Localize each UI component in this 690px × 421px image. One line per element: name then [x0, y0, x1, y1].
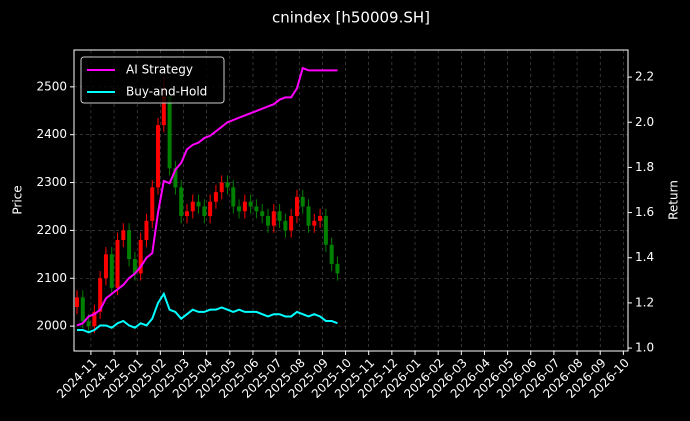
candle-body	[121, 230, 126, 240]
candle-body	[196, 201, 201, 207]
candle-body	[213, 192, 218, 202]
candle-body	[225, 182, 230, 188]
candle-body	[329, 244, 334, 264]
y2-tick-label: 2.2	[635, 70, 654, 84]
candle-body	[242, 201, 247, 212]
candle-body	[266, 216, 271, 226]
candle-body	[167, 96, 172, 169]
y-tick-label: 2200	[36, 223, 67, 237]
candle-body	[294, 196, 299, 217]
candle-body	[231, 187, 236, 207]
y2-axis-label: Return	[667, 180, 681, 220]
y-tick-label: 2500	[36, 79, 67, 93]
y-tick-label: 2300	[36, 175, 67, 189]
candle-body	[306, 206, 311, 226]
plot-frame	[73, 49, 629, 352]
candle-body	[208, 201, 213, 217]
legend-box	[80, 56, 225, 104]
candle-body	[277, 211, 282, 221]
candle-body	[312, 220, 317, 226]
candle-body	[260, 211, 265, 217]
y2-tick-label: 2.0	[635, 115, 654, 129]
chart-title: cnindex [h50009.SH]	[272, 9, 430, 27]
candle-body	[138, 239, 143, 274]
candle-body	[109, 254, 114, 288]
candle-body	[190, 201, 195, 212]
y2-tick-label: 1.0	[635, 341, 654, 355]
y2-tick-label: 1.4	[635, 250, 654, 264]
candle-body	[300, 196, 305, 207]
candle-body	[318, 216, 323, 221]
y-tick-label: 2100	[36, 271, 67, 285]
candle-body	[86, 321, 91, 327]
line-series	[77, 291, 338, 334]
candle-body	[103, 254, 108, 279]
candle-body	[283, 220, 288, 231]
line-series	[76, 66, 338, 327]
candle-body	[144, 220, 149, 240]
candle-body	[150, 187, 155, 221]
y2-tick-label: 1.2	[635, 295, 654, 309]
candle-body	[202, 206, 207, 217]
candle-body	[289, 216, 294, 231]
legend-label: AI Strategy	[126, 63, 193, 77]
legend-label: Buy-and-Hold	[126, 85, 207, 99]
candle-body	[173, 168, 178, 188]
y2-tick-label: 1.8	[635, 160, 654, 174]
y-axis-label: Price	[11, 185, 25, 214]
candle-body	[161, 96, 166, 126]
candle-body	[127, 230, 132, 260]
candle-body	[271, 211, 276, 226]
candle-body	[335, 263, 340, 274]
candle-body	[156, 125, 161, 188]
candle-body	[248, 201, 253, 207]
candle-body	[92, 311, 97, 327]
legend: AI Strategy Buy-and-Hold	[80, 56, 225, 104]
candle-body	[98, 278, 103, 312]
candle-body	[179, 187, 184, 217]
candle-body	[80, 297, 85, 322]
y-tick-label: 2400	[36, 127, 67, 141]
candle-body	[75, 297, 80, 307]
y2-tick-label: 1.6	[635, 205, 654, 219]
candle-body	[254, 206, 259, 212]
y-tick-label: 2000	[36, 319, 67, 333]
candle-body	[115, 239, 120, 288]
candle-body	[323, 216, 328, 245]
candle-body	[184, 211, 189, 217]
candle-body	[237, 206, 242, 212]
candle-body	[219, 182, 224, 193]
candle-body	[132, 259, 137, 274]
